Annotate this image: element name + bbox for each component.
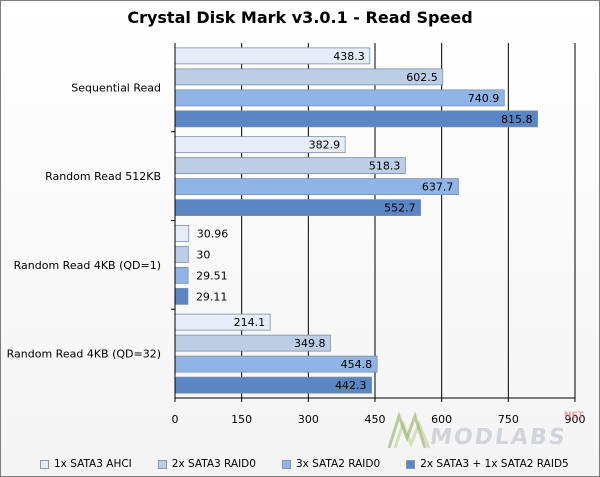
data-label: 552.7 xyxy=(384,202,416,215)
x-tick-label: 150 xyxy=(231,413,252,426)
legend-label-4: 2x SATA3 + 1x SATA2 RAID5 xyxy=(420,458,569,470)
x-tick-label: 600 xyxy=(431,413,452,426)
legend-item-2: 2x SATA3 RAID0 xyxy=(157,458,256,470)
data-label: 442.3 xyxy=(335,379,367,392)
bar-s3-c2 xyxy=(174,178,459,196)
legend-swatch-1 xyxy=(40,459,49,469)
axes: 0 150 300 450 600 750 900 Sequential Read Random… xyxy=(7,43,586,426)
bar-s4-c3 xyxy=(174,287,189,305)
category-label: Random Read 4KB (QD=32) xyxy=(7,348,161,361)
data-label: 602.5 xyxy=(406,71,438,84)
data-label: 382.9 xyxy=(309,139,341,152)
legend-swatch-3 xyxy=(281,459,291,469)
data-label: 214.1 xyxy=(234,316,266,329)
data-label: 29.51 xyxy=(196,269,228,282)
x-tick-label: 300 xyxy=(298,413,319,426)
x-tick-label: 0 xyxy=(172,413,179,426)
bar-s1-c3 xyxy=(174,224,190,242)
legend-label-1: 1x SATA3 AHCI xyxy=(54,458,132,470)
data-label: 815.8 xyxy=(501,113,533,126)
data-label: 637.7 xyxy=(422,181,454,194)
bar-s2-c1 xyxy=(174,68,444,86)
x-tick-label: 900 xyxy=(565,413,586,426)
data-label: 30 xyxy=(196,248,210,261)
watermark-suffix: NET xyxy=(564,411,584,421)
legend-label-3: 3x SATA2 RAID0 xyxy=(295,458,381,470)
category-label: Random Read 512KB xyxy=(45,170,161,183)
category-label: Sequential Read xyxy=(71,81,161,94)
data-label: 349.8 xyxy=(294,337,326,350)
bar-s3-c3 xyxy=(174,266,189,284)
data-label: 518.3 xyxy=(369,160,401,173)
data-label: 29.11 xyxy=(196,290,228,303)
legend-swatch-2 xyxy=(157,459,167,469)
watermark-logo xyxy=(387,411,431,449)
bar-s3-c1 xyxy=(174,89,505,107)
legend: 1x SATA3 AHCI 2x SATA3 RAID0 3x SATA2 RA… xyxy=(40,456,569,472)
x-tick-label: 450 xyxy=(365,413,386,426)
data-label: 454.8 xyxy=(341,358,373,371)
legend-item-4: 2x SATA3 + 1x SATA2 RAID5 xyxy=(406,458,569,470)
legend-item-3: 3x SATA2 RAID0 xyxy=(281,458,381,470)
x-tick-label: 750 xyxy=(498,413,519,426)
data-label: 438.3 xyxy=(333,50,365,63)
watermark-text: MODLABS xyxy=(428,425,569,450)
chart-title: Crystal Disk Mark v3.0.1 - Read Speed xyxy=(127,8,473,27)
category-label: Random Read 4KB (QD=1) xyxy=(14,259,161,272)
legend-swatch-4 xyxy=(406,459,416,469)
data-label: 740.9 xyxy=(468,92,500,105)
bar-s2-c3 xyxy=(174,245,189,263)
legend-label-2: 2x SATA3 RAID0 xyxy=(171,458,256,470)
bar-s4-c1 xyxy=(174,110,538,128)
legend-item-1: 1x SATA3 AHCI xyxy=(40,458,132,470)
data-label: 30.96 xyxy=(197,227,229,240)
